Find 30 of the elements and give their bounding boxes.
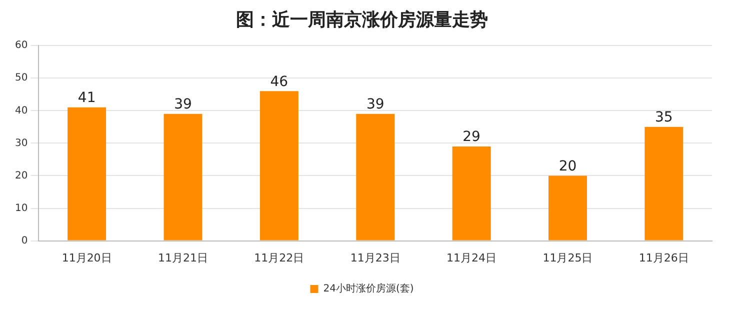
x-tick-label: 11月20日 — [62, 251, 112, 264]
bar — [548, 176, 587, 240]
x-tick-label: 11月21日 — [158, 251, 208, 264]
y-tick-label: 40 — [14, 105, 28, 116]
bar — [356, 114, 395, 240]
x-tick-label: 11月24日 — [446, 251, 497, 264]
data-label: 46 — [270, 74, 288, 90]
data-label: 29 — [462, 129, 480, 146]
y-tick-label: 30 — [14, 138, 28, 149]
x-tick-label: 11月26日 — [638, 251, 689, 264]
y-tick-label: 10 — [14, 202, 28, 214]
bar — [260, 91, 298, 240]
data-label: 39 — [174, 96, 192, 113]
data-label: 20 — [558, 158, 577, 174]
data-label: 41 — [78, 90, 96, 106]
y-tick-label: 50 — [14, 72, 28, 84]
bar — [644, 126, 684, 240]
legend-label: 24小时涨价房源(套) — [323, 282, 414, 295]
y-tick-label: 0 — [21, 235, 28, 246]
chart-title: 图：近一周南京涨价房源量走势 — [236, 9, 488, 30]
x-tick-label: 11月23日 — [350, 251, 400, 264]
bar — [164, 114, 202, 240]
y-tick-label: 20 — [14, 170, 28, 182]
data-label: 39 — [366, 96, 384, 113]
bar — [452, 146, 491, 240]
data-label: 35 — [654, 110, 673, 126]
x-tick-label: 11月25日 — [542, 251, 593, 264]
y-tick-label: 60 — [14, 40, 28, 52]
x-tick-label: 11月22日 — [254, 251, 304, 264]
bar — [68, 107, 106, 240]
